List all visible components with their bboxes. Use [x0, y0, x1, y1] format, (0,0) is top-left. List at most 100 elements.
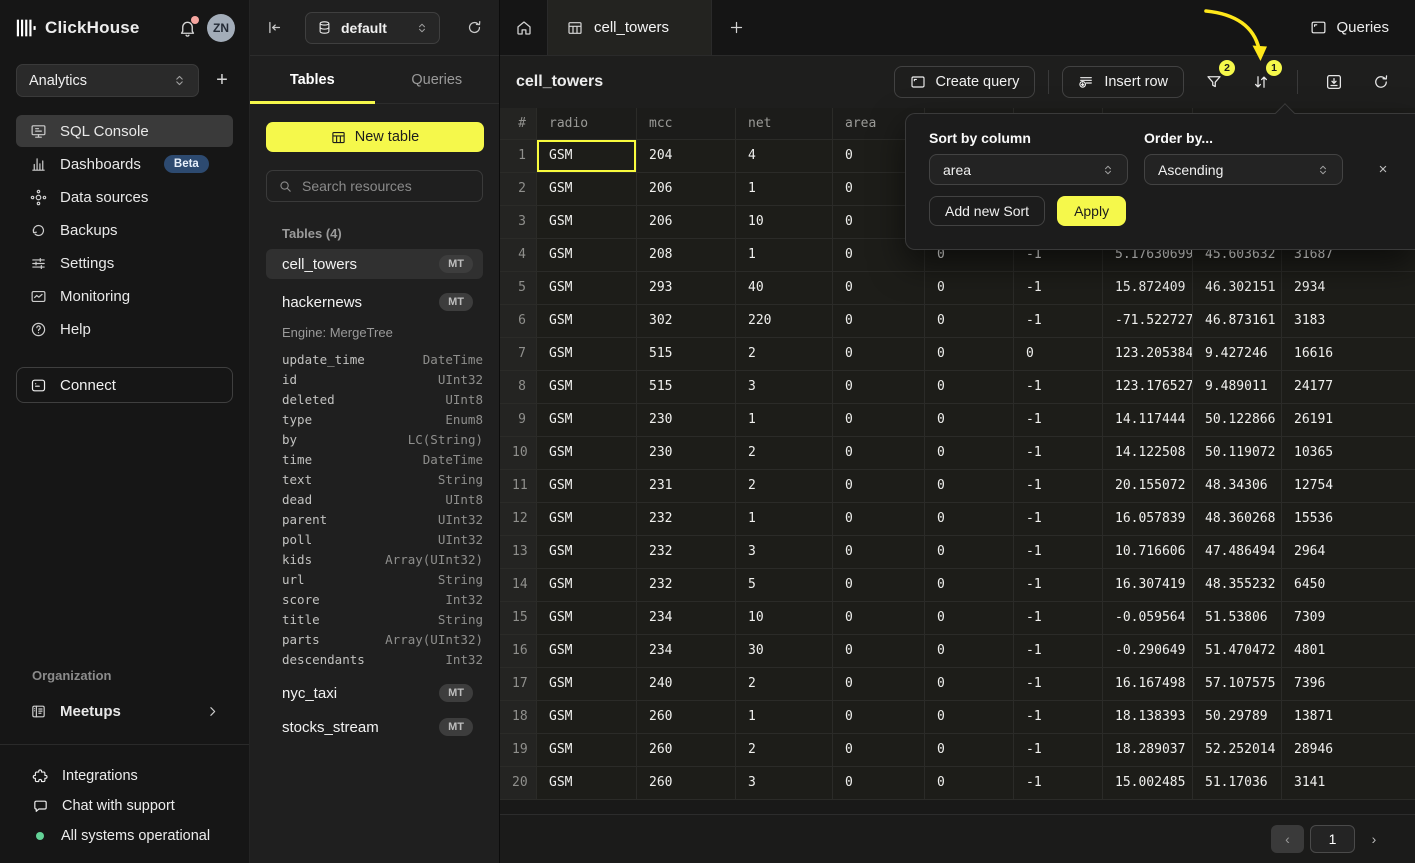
workspace-select[interactable]: Analytics [16, 64, 199, 97]
grid-cell[interactable]: GSM [537, 305, 637, 338]
grid-cell[interactable]: GSM [537, 173, 637, 206]
grid-cell[interactable]: GSM [537, 437, 637, 470]
grid-cell[interactable]: GSM [537, 272, 637, 305]
grid-cell[interactable]: 0 [833, 635, 925, 668]
system-status[interactable]: All systems operational [0, 821, 249, 851]
create-query-button[interactable]: Create query [893, 66, 1036, 98]
grid-cell[interactable]: 7309 [1282, 602, 1415, 635]
refresh-button[interactable] [1365, 66, 1397, 98]
sidebar-item-meetups[interactable]: Meetups [16, 695, 233, 727]
grid-cell[interactable]: 234 [637, 635, 736, 668]
notifications-bell-icon[interactable] [178, 15, 199, 38]
grid-cell[interactable]: -0.059564 [1103, 602, 1193, 635]
grid-cell[interactable]: 20.155072 [1103, 470, 1193, 503]
sidebar-item-dashboards[interactable]: Dashboards Beta [16, 148, 233, 180]
grid-cell[interactable]: 2964 [1282, 536, 1415, 569]
refresh-tables-icon[interactable] [466, 19, 483, 36]
grid-cell[interactable]: 30 [736, 635, 833, 668]
avatar[interactable]: ZN [207, 14, 235, 42]
grid-cell[interactable]: 2934 [1282, 272, 1415, 305]
grid-cell[interactable]: 52.252014 [1193, 734, 1282, 767]
grid-cell[interactable]: 48.360268 [1193, 503, 1282, 536]
grid-cell[interactable]: GSM [537, 701, 637, 734]
grid-cell[interactable]: 46.873161 [1193, 305, 1282, 338]
grid-cell[interactable]: 15.872409 [1103, 272, 1193, 305]
next-page-button[interactable]: › [1361, 825, 1387, 853]
grid-cell[interactable]: 18.289037 [1103, 734, 1193, 767]
grid-cell[interactable]: -1 [1014, 635, 1103, 668]
grid-cell[interactable]: 2 [736, 437, 833, 470]
grid-cell[interactable]: 2 [736, 470, 833, 503]
grid-cell[interactable]: 10.716606 [1103, 536, 1193, 569]
grid-cell[interactable]: 208 [637, 239, 736, 272]
grid-cell[interactable]: 232 [637, 569, 736, 602]
grid-cell[interactable]: GSM [537, 602, 637, 635]
grid-cell[interactable]: 48.34306 [1193, 470, 1282, 503]
grid-cell[interactable]: 0 [925, 734, 1014, 767]
grid-cell[interactable]: 40 [736, 272, 833, 305]
grid-cell[interactable]: -1 [1014, 668, 1103, 701]
grid-cell[interactable]: GSM [537, 239, 637, 272]
grid-cell[interactable]: 0 [925, 437, 1014, 470]
grid-cell[interactable]: 10 [736, 206, 833, 239]
sidebar-item-chat-support[interactable]: Chat with support [0, 791, 249, 821]
grid-cell[interactable]: GSM [537, 338, 637, 371]
collapse-panel-icon[interactable] [266, 19, 283, 36]
connect-button[interactable]: Connect [16, 367, 233, 403]
tab-tables[interactable]: Tables [250, 56, 375, 104]
grid-cell[interactable]: 206 [637, 206, 736, 239]
grid-cell[interactable]: 9.489011 [1193, 371, 1282, 404]
grid-cell[interactable]: 0 [833, 701, 925, 734]
grid-cell[interactable]: 10365 [1282, 437, 1415, 470]
grid-cell[interactable]: 232 [637, 536, 736, 569]
grid-cell[interactable]: GSM [537, 404, 637, 437]
grid-cell[interactable]: 16616 [1282, 338, 1415, 371]
grid-cell[interactable]: 50.119072 [1193, 437, 1282, 470]
grid-cell[interactable]: 0 [833, 371, 925, 404]
grid-cell[interactable]: 1 [736, 404, 833, 437]
grid-cell[interactable]: 6450 [1282, 569, 1415, 602]
grid-cell[interactable]: 0 [833, 305, 925, 338]
grid-cell[interactable]: 5 [736, 569, 833, 602]
grid-cell[interactable]: 47.486494 [1193, 536, 1282, 569]
grid-cell[interactable]: 0 [833, 668, 925, 701]
table-item-hackernews[interactable]: hackernews MT [266, 287, 483, 317]
sidebar-item-sql-console[interactable]: SQL Console [16, 115, 233, 147]
grid-cell[interactable]: 0 [833, 569, 925, 602]
grid-cell[interactable]: 0 [925, 569, 1014, 602]
current-page[interactable]: 1 [1310, 825, 1355, 853]
sort-button[interactable]: 1 [1245, 60, 1282, 98]
grid-cell[interactable]: -1 [1014, 371, 1103, 404]
clickhouse-brand[interactable]: ClickHouse [16, 18, 140, 38]
grid-cell[interactable]: 7396 [1282, 668, 1415, 701]
grid-cell[interactable]: 13871 [1282, 701, 1415, 734]
grid-cell[interactable]: 24177 [1282, 371, 1415, 404]
grid-cell[interactable]: 3 [736, 371, 833, 404]
grid-cell[interactable]: GSM [537, 140, 637, 173]
grid-cell[interactable]: -1 [1014, 734, 1103, 767]
new-table-button[interactable]: New table [266, 122, 484, 152]
grid-cell[interactable]: 260 [637, 734, 736, 767]
grid-cell[interactable]: GSM [537, 767, 637, 800]
grid-cell[interactable]: 2 [736, 734, 833, 767]
grid-cell[interactable]: 0 [925, 536, 1014, 569]
sidebar-item-monitoring[interactable]: Monitoring [16, 280, 233, 312]
grid-cell[interactable]: 0 [833, 503, 925, 536]
grid-cell[interactable]: 206 [637, 173, 736, 206]
remove-sort-button[interactable]: × [1372, 159, 1394, 181]
database-select[interactable]: default [305, 11, 440, 44]
row-number-header[interactable]: # [500, 108, 537, 140]
grid-cell[interactable]: 0 [1014, 338, 1103, 371]
grid-cell[interactable]: 48.355232 [1193, 569, 1282, 602]
grid-cell[interactable]: 50.29789 [1193, 701, 1282, 734]
grid-cell[interactable]: 204 [637, 140, 736, 173]
grid-cell[interactable]: 0 [833, 272, 925, 305]
grid-cell[interactable]: 0 [925, 701, 1014, 734]
grid-cell[interactable]: 0 [925, 503, 1014, 536]
grid-cell[interactable]: GSM [537, 470, 637, 503]
grid-cell[interactable]: -0.290649 [1103, 635, 1193, 668]
filter-button[interactable]: 2 [1198, 60, 1235, 98]
grid-cell[interactable]: 0 [833, 602, 925, 635]
grid-cell[interactable]: -1 [1014, 305, 1103, 338]
sort-order-select[interactable]: Ascending [1144, 154, 1343, 185]
